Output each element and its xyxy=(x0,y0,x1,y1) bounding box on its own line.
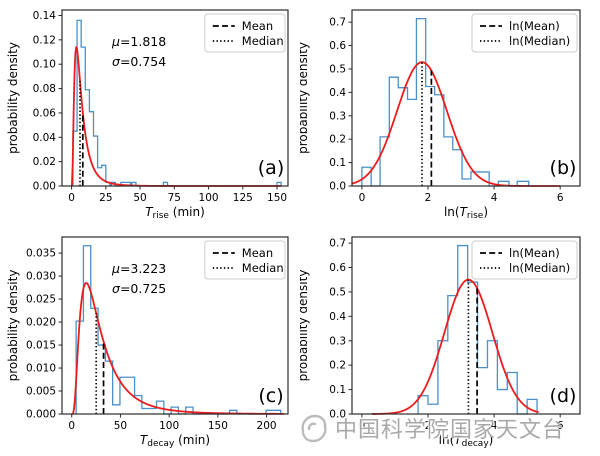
y-tick-label: 0.08 xyxy=(33,83,56,95)
x-tick-label: 4 xyxy=(491,192,498,204)
y-tick-label: 0.020 xyxy=(26,317,56,329)
x-tick-label: 6 xyxy=(557,420,564,432)
y-tick-label: 0.7 xyxy=(329,17,346,29)
y-tick-label: 0.12 xyxy=(33,34,56,46)
fit-curve xyxy=(371,278,539,415)
x-axis-label: ln(Trise) xyxy=(444,205,488,221)
legend-box xyxy=(204,13,286,53)
y-tick-label: 0.14 xyxy=(33,10,57,22)
panel-a: 0 25 50 75 100 125 150 0.00 0.02 0.04 0.06 0.08 0.10… xyxy=(0,0,300,228)
axes-frame xyxy=(61,9,289,187)
y-tick-label: 0.0 xyxy=(329,181,346,193)
y-tick-label: 0.030 xyxy=(26,271,56,283)
axes-frame xyxy=(351,9,581,187)
x-tick-label: 0 xyxy=(359,192,366,204)
panel-letter: (a) xyxy=(258,157,284,179)
panel-letter: (c) xyxy=(258,385,283,407)
panel-letter: (b) xyxy=(550,157,577,179)
sigma-annotation: σ=0.725 xyxy=(112,281,166,296)
legend-label: Mean xyxy=(242,246,273,260)
x-tick-label: 6 xyxy=(557,192,564,204)
y-tick-label: 0.010 xyxy=(26,363,56,375)
mu-annotation: μ=3.223 xyxy=(111,261,166,276)
sigma-annotation: σ=0.754 xyxy=(112,54,166,69)
x-axis-label: Tdecay (min) xyxy=(140,433,210,449)
x-tick-label: 100 xyxy=(159,420,179,432)
y-tick-label: 0.025 xyxy=(26,294,56,306)
x-tick-label: 2 xyxy=(425,192,432,204)
legend-label: Mean xyxy=(242,19,273,33)
x-tick-label: 25 xyxy=(99,192,112,204)
y-tick-label: 0.5 xyxy=(329,286,346,298)
y-tick-label: 0.3 xyxy=(329,110,346,122)
x-tick-label: 4 xyxy=(491,420,498,432)
x-tick-label: 75 xyxy=(168,192,181,204)
y-tick-label: 0.0 xyxy=(329,409,346,421)
x-tick-label: 50 xyxy=(133,192,146,204)
x-tick-label: 2 xyxy=(425,420,432,432)
x-tick-label: 50 xyxy=(114,420,127,432)
y-tick-label: 0.3 xyxy=(329,335,346,347)
y-tick-label: 0.00 xyxy=(33,181,56,193)
y-tick-label: 0.5 xyxy=(329,63,346,75)
y-tick-label: 0.7 xyxy=(329,238,346,250)
y-tick-label: 0.6 xyxy=(329,262,346,274)
y-tick-label: 0.4 xyxy=(329,311,346,323)
panel-d: 0 2 4 6 0.0 0.1 0.2 0.3 0.4 0.5 0.6 0.7 ln(Mean) ln(M… xyxy=(296,228,600,456)
y-tick-label: 0.1 xyxy=(329,384,346,396)
x-axis-label: ln(Tdecay) xyxy=(439,433,494,449)
plot-b: 0 2 4 6 0.0 0.1 0.2 0.3 0.4 0.5 0.6 0.7 ln(Mean)ln(M… xyxy=(296,9,581,221)
x-tick-label: 125 xyxy=(233,192,253,204)
y-tick-label: 0.2 xyxy=(329,134,346,146)
y-axis-label: probability density xyxy=(6,270,20,382)
y-tick-label: 0.005 xyxy=(26,386,56,398)
x-tick-label: 0 xyxy=(68,192,75,204)
axes-frame xyxy=(351,236,581,415)
legend-box xyxy=(471,13,578,53)
y-axis-label: probability density xyxy=(6,42,20,154)
legend-label: ln(Median) xyxy=(509,261,570,275)
plot-a: 0 25 50 75 100 125 150 0.00 0.02 0.04 0.06 0.08 0.10… xyxy=(6,9,289,221)
y-tick-label: 0.035 xyxy=(26,248,56,260)
legend-label: ln(Median) xyxy=(509,34,570,48)
y-tick-label: 0.04 xyxy=(33,132,57,144)
x-tick-label: 150 xyxy=(208,420,228,432)
y-tick-label: 0.1 xyxy=(329,157,346,169)
plot-c: 0 50 100 150 200 0.000 0.005 0.010 0.015 0.020 0.0… xyxy=(6,236,289,449)
x-tick-label: 0 xyxy=(359,420,366,432)
x-tick-label: 100 xyxy=(199,192,219,204)
legend-box xyxy=(471,240,578,280)
mu-annotation: μ=1.818 xyxy=(111,34,166,49)
fit-curve xyxy=(351,61,561,187)
y-tick-label: 0.02 xyxy=(33,156,56,168)
legend-label: Median xyxy=(242,261,284,275)
panel-c: 0 50 100 150 200 0.000 0.005 0.010 0.015 0.020 0.0… xyxy=(0,228,300,456)
legend-box xyxy=(204,240,286,280)
y-tick-label: 0.015 xyxy=(26,340,56,352)
histogram-path xyxy=(417,244,538,415)
x-axis-label: Trise (min) xyxy=(145,205,205,221)
y-axis-label: probability density xyxy=(300,42,310,154)
panel-letter: (d) xyxy=(550,385,577,407)
x-tick-label: 0 xyxy=(68,420,75,432)
legend-label: ln(Mean) xyxy=(509,19,560,33)
y-tick-label: 0.10 xyxy=(33,59,56,71)
plot-d: 0 2 4 6 0.0 0.1 0.2 0.3 0.4 0.5 0.6 0.7 ln(Mean)ln(M… xyxy=(296,236,581,449)
legend-label: Median xyxy=(242,34,284,48)
x-tick-label: 150 xyxy=(267,192,287,204)
y-axis-label: probability density xyxy=(300,270,310,382)
y-tick-label: 0.06 xyxy=(33,107,57,119)
y-tick-label: 0.000 xyxy=(26,409,56,421)
y-tick-label: 0.4 xyxy=(329,87,346,99)
axes-frame xyxy=(61,236,289,415)
y-tick-label: 0.2 xyxy=(329,360,346,372)
panel-b: 0 2 4 6 0.0 0.1 0.2 0.3 0.4 0.5 0.6 0.7 ln(Mean) ln(M… xyxy=(296,0,600,228)
legend-label: ln(Mean) xyxy=(509,246,560,260)
y-tick-label: 0.6 xyxy=(329,40,346,52)
x-tick-label: 200 xyxy=(257,420,277,432)
